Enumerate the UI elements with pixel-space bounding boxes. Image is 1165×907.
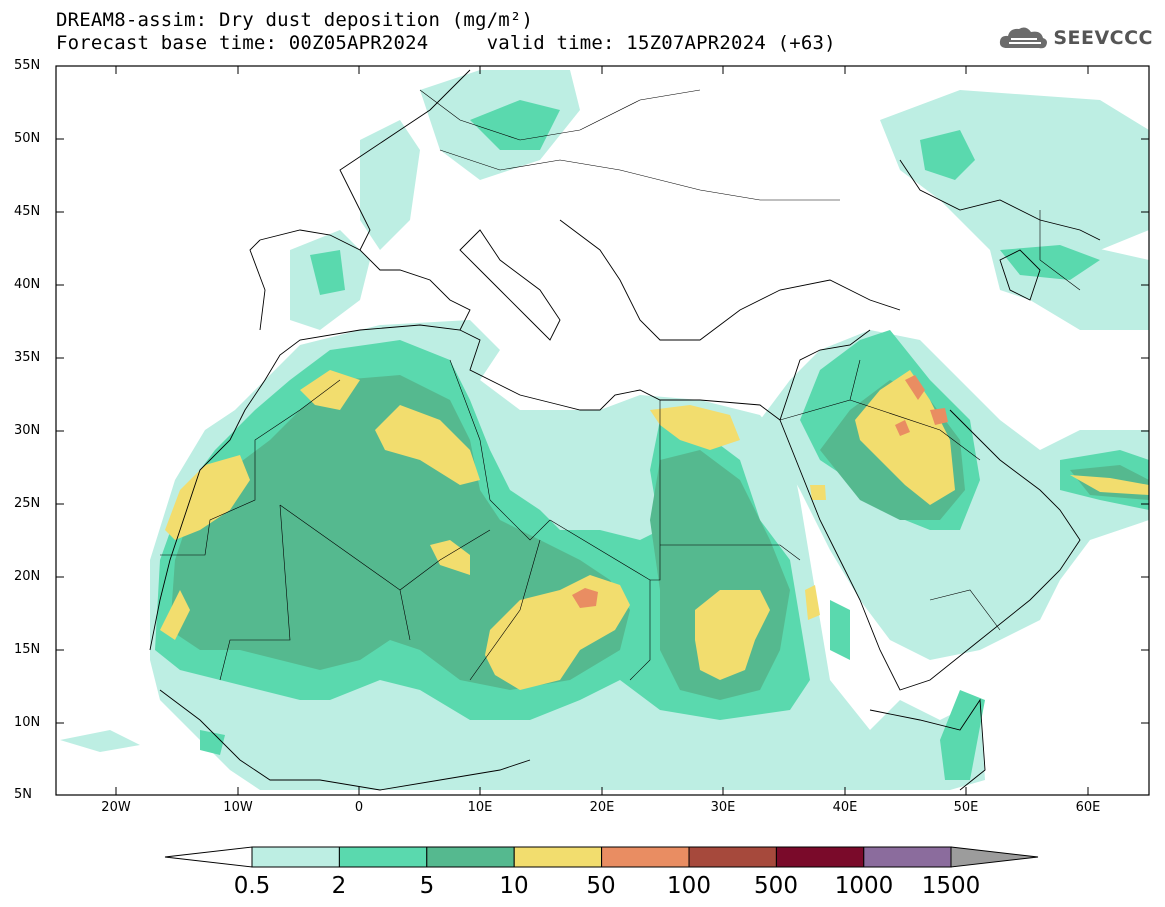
colorbar-label: 1500 xyxy=(921,873,981,899)
lat-label: 15N xyxy=(14,642,41,657)
lat-label: 35N xyxy=(14,350,41,365)
axis-ticks xyxy=(56,65,1149,796)
dust-level-10 xyxy=(160,370,1149,690)
dust-level-50 xyxy=(572,375,948,608)
lat-label: 10N xyxy=(14,715,41,730)
colorbar-boxes xyxy=(251,846,952,868)
map-title: DREAM8-assim: Dry dust deposition (mg/m²… xyxy=(56,9,534,31)
lon-label: 0 xyxy=(354,800,364,815)
colorbar-label: 10 xyxy=(499,873,529,899)
lon-label: 10E xyxy=(467,800,493,815)
forecast-time-line: Forecast base time: 00Z05APR2024 valid t… xyxy=(56,32,836,54)
colorbar-label: 2 xyxy=(331,873,347,899)
colorbar-box xyxy=(426,846,515,868)
lat-label: 50N xyxy=(14,131,41,146)
colorbar-label: 0.5 xyxy=(233,873,271,899)
cloud-icon xyxy=(1000,27,1048,49)
lat-label: 55N xyxy=(14,58,41,73)
lon-label: 50E xyxy=(953,800,979,815)
lon-label: 40E xyxy=(832,800,858,815)
logo-text: SEEVCCC xyxy=(1053,27,1153,49)
colorbar-box xyxy=(688,846,777,868)
colorbar-box xyxy=(513,846,603,868)
borders xyxy=(160,89,1081,681)
coastlines xyxy=(149,69,1101,791)
seevccc-logo: SEEVCCC xyxy=(997,24,1153,52)
lon-label: 30E xyxy=(710,800,736,815)
colorbar-label: 500 xyxy=(754,873,798,899)
colorbar-left-arrow xyxy=(164,846,253,868)
colorbar-box xyxy=(601,846,690,868)
lat-label: 25N xyxy=(14,496,41,511)
colorbar-label: 50 xyxy=(586,873,616,899)
colorbar-label: 1000 xyxy=(834,873,894,899)
lat-label: 45N xyxy=(14,204,41,219)
lon-label: 20E xyxy=(589,800,615,815)
lat-label: 5N xyxy=(14,787,32,802)
colorbar xyxy=(164,846,1039,868)
lat-label: 40N xyxy=(14,277,41,292)
lat-label: 30N xyxy=(14,423,41,438)
dust-field xyxy=(60,70,1149,790)
lat-label: 20N xyxy=(14,569,41,584)
colorbar-label: 100 xyxy=(667,873,711,899)
colorbar-box xyxy=(338,846,428,868)
colorbar-label: 5 xyxy=(419,873,435,899)
colorbar-box xyxy=(251,846,340,868)
lon-label: 10W xyxy=(223,800,253,815)
lon-label: 20W xyxy=(101,800,131,815)
colorbar-box xyxy=(775,846,865,868)
colorbar-right-arrow xyxy=(950,846,1039,868)
lon-label: 60E xyxy=(1075,800,1101,815)
colorbar-box xyxy=(863,846,952,868)
